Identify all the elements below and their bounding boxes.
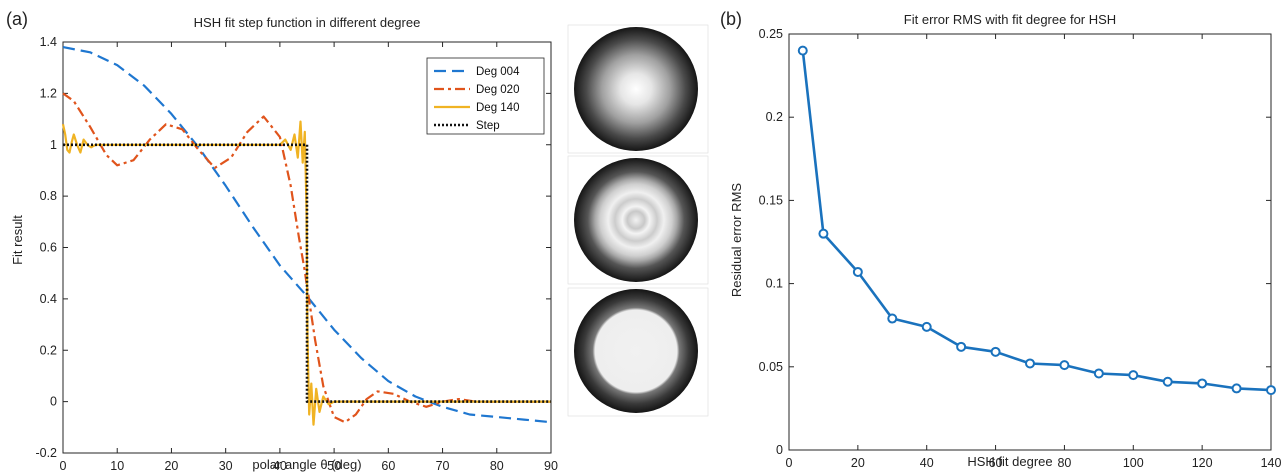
chart-b-point: [797, 45, 808, 56]
chart-a-xtick-label: 10: [110, 459, 124, 473]
chart-b-point: [1059, 360, 1070, 371]
chart-b-ytick-label: 0.15: [759, 193, 783, 207]
chart-a-ylabel: Fit result: [10, 215, 25, 265]
chart-b-xtick-label: 0: [786, 456, 793, 470]
chart-a-xtick-label: 60: [381, 459, 395, 473]
chart-a-series-deg-004: [62, 46, 552, 424]
chart-b-ytick-label: 0: [776, 443, 783, 457]
chart-a-ytick-label: 1.4: [40, 35, 57, 49]
chart-a-xtick-label: 40: [273, 459, 287, 473]
chart-b-ylabel: Residual error RMS: [729, 183, 744, 297]
inset-map-deg140: [567, 287, 709, 417]
chart-a-xtick-label: 70: [436, 459, 450, 473]
chart-a-ytick-label: 0: [50, 395, 57, 409]
inset-maps: [567, 24, 709, 417]
chart-a-xtick-label: 90: [544, 459, 558, 473]
chart-a-ytick-label: 1.2: [40, 86, 57, 100]
inset-map-deg004: [567, 24, 709, 154]
chart-a-series-deg-020: [62, 92, 551, 424]
chart-b-xtick-label: 120: [1192, 456, 1213, 470]
chart-b-ytick-label: 0.2: [766, 110, 783, 124]
chart-a-legend-label: Deg 004: [476, 66, 520, 78]
chart-b-point: [852, 266, 863, 277]
chart-b-xtick-label: 80: [1057, 456, 1071, 470]
chart-a-legend: Deg 004 Deg 020 Deg 140 Step: [426, 57, 545, 135]
chart-b-ytick-label: 0.25: [759, 27, 783, 41]
chart-a-xtick-label: 0: [60, 459, 67, 473]
chart-a-ytick-label: 1: [50, 138, 57, 152]
chart-a-xtick-label: 20: [164, 459, 178, 473]
chart-b-xtick-label: 60: [989, 456, 1003, 470]
chart-a-legend-label: Step: [476, 120, 500, 132]
chart-a-legend-label: Deg 140: [476, 102, 519, 114]
chart-b-point: [1128, 370, 1139, 381]
chart-b-xtick-label: 20: [851, 456, 865, 470]
chart-b-xlabel: HSH fit degree: [967, 454, 1052, 469]
chart-b-ytick-label: 0.05: [759, 360, 783, 374]
chart-a-series-step: [63, 143, 551, 403]
chart-a-xtick-label: 50: [327, 459, 341, 473]
chart-a-ytick-label: -0.2: [35, 446, 57, 460]
chart-a-ytick-label: 0.4: [40, 292, 57, 306]
chart-b-plot-area: 0 20 40 60 80 100 120 140 0 0.05 0.1 0.15 0.2 0.25: [759, 27, 1282, 470]
chart-b-point: [956, 341, 967, 352]
chart-b-point: [1266, 385, 1276, 396]
chart-b-frame: [788, 33, 1272, 451]
chart-a-ytick-label: 0.6: [40, 241, 57, 255]
chart-b-series-line: [801, 50, 1272, 392]
chart-b-point: [887, 313, 898, 324]
chart-a-plot-area: 0 10 20 30 40 50 60 70 80 90-0.200.20.40.60.811.2…: [35, 35, 558, 473]
chart-b-point: [990, 346, 1001, 357]
inset-map-deg020: [567, 155, 709, 285]
chart-b-point: [818, 228, 829, 239]
chart-b-point: [1093, 368, 1104, 379]
chart-a-title: HSH fit step function in different degre…: [194, 15, 421, 30]
chart-b-title: Fit error RMS with fit degree for HSH: [904, 12, 1116, 27]
chart-b-xtick-label: 100: [1123, 456, 1144, 470]
chart-b-xtick-label: 140: [1261, 456, 1282, 470]
chart-b-xtick-label: 40: [920, 456, 934, 470]
chart-a-xtick-label: 30: [219, 459, 233, 473]
chart-b-point: [921, 321, 932, 332]
chart-b-point: [1197, 378, 1208, 389]
chart-a-xlabel: polar angle θ (deg): [252, 457, 361, 472]
chart-b-ytick-label: 0.1: [766, 277, 783, 291]
chart-b-point: [1231, 383, 1242, 394]
chart-b-point: [1162, 376, 1173, 387]
chart-b-point: [1025, 358, 1035, 369]
panel-label-a: (a): [6, 9, 28, 29]
chart-a-legend-label: Deg 020: [476, 84, 519, 96]
chart-a-legend-box: [426, 57, 545, 135]
chart-a-xtick-label: 80: [490, 459, 504, 473]
chart-a-ytick-label: 0.8: [40, 189, 57, 203]
panel-label-b: (b): [720, 9, 742, 29]
chart-a-ytick-label: 0.2: [40, 343, 57, 357]
